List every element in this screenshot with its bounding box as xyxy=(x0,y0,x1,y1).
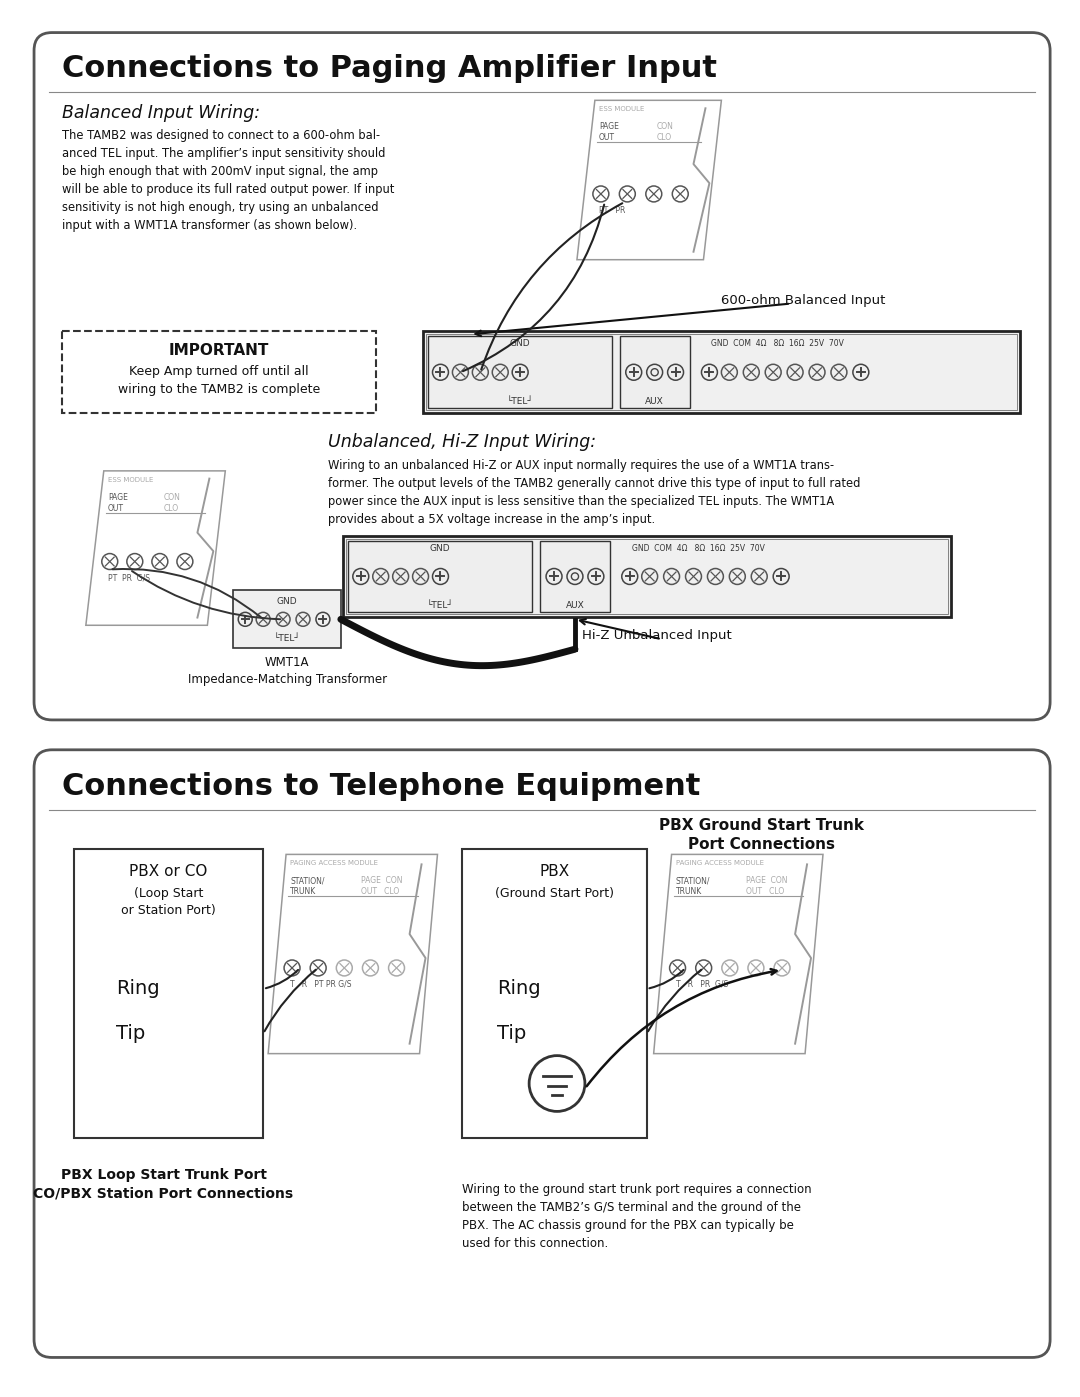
Text: PT  PR  G/S: PT PR G/S xyxy=(108,574,150,583)
Text: (Ground Start Port): (Ground Start Port) xyxy=(495,887,615,900)
Text: Tip: Tip xyxy=(116,1024,145,1042)
Bar xyxy=(342,535,950,617)
Text: T   R   PT PR G/S: T R PT PR G/S xyxy=(291,979,352,989)
Bar xyxy=(426,334,1017,411)
Polygon shape xyxy=(577,101,721,260)
Text: CON
CLO: CON CLO xyxy=(163,493,180,513)
Bar xyxy=(540,541,610,612)
Text: PAGING ACCESS MODULE: PAGING ACCESS MODULE xyxy=(676,861,764,866)
Bar xyxy=(73,849,264,1139)
Text: PAGE  CON
OUT   CLO: PAGE CON OUT CLO xyxy=(746,876,787,897)
Text: PAGING ACCESS MODULE: PAGING ACCESS MODULE xyxy=(291,861,378,866)
Text: └TEL┘: └TEL┘ xyxy=(427,601,454,610)
Text: Keep Amp turned off until all
wiring to the TAMB2 is complete: Keep Amp turned off until all wiring to … xyxy=(118,365,320,397)
Text: PBX or CO: PBX or CO xyxy=(130,865,207,879)
Text: Connections to Paging Amplifier Input: Connections to Paging Amplifier Input xyxy=(62,54,717,84)
Text: CON
CLO: CON CLO xyxy=(657,122,674,142)
Text: Ring: Ring xyxy=(116,979,160,997)
Text: Wiring to the ground start trunk port requires a connection
between the TAMB2’s : Wiring to the ground start trunk port re… xyxy=(462,1183,812,1250)
Bar xyxy=(422,331,1021,414)
Bar xyxy=(233,591,341,648)
Text: PAGE  CON
OUT   CLO: PAGE CON OUT CLO xyxy=(361,876,402,897)
Polygon shape xyxy=(268,855,437,1053)
Text: AUX: AUX xyxy=(645,397,664,407)
Text: ESS MODULE: ESS MODULE xyxy=(599,106,645,112)
Text: └TEL┘: └TEL┘ xyxy=(507,397,534,407)
Text: STATION/
TRUNK: STATION/ TRUNK xyxy=(291,876,325,897)
Text: PAGE
OUT: PAGE OUT xyxy=(599,122,619,142)
Text: Connections to Telephone Equipment: Connections to Telephone Equipment xyxy=(62,771,700,800)
Bar xyxy=(428,337,611,408)
Text: GND: GND xyxy=(510,339,530,348)
Text: Ring: Ring xyxy=(497,979,541,997)
Bar xyxy=(348,541,532,612)
Text: GND  COM  4Ω   8Ω  16Ω  25V  70V: GND COM 4Ω 8Ω 16Ω 25V 70V xyxy=(712,339,845,348)
Text: (Loop Start
or Station Port): (Loop Start or Station Port) xyxy=(121,887,216,918)
Text: T   R   PR  G/S: T R PR G/S xyxy=(676,979,728,989)
Text: PBX: PBX xyxy=(539,865,569,879)
Text: Hi-Z Unbalanced Input: Hi-Z Unbalanced Input xyxy=(582,629,731,643)
Text: PBX Ground Start Trunk
Port Connections: PBX Ground Start Trunk Port Connections xyxy=(659,817,864,852)
Bar xyxy=(620,337,689,408)
Text: IMPORTANT: IMPORTANT xyxy=(168,344,269,359)
Text: WMT1A
Impedance-Matching Transformer: WMT1A Impedance-Matching Transformer xyxy=(188,657,387,686)
Text: PBX Loop Start Trunk Port
CO/PBX Station Port Connections: PBX Loop Start Trunk Port CO/PBX Station… xyxy=(33,1168,294,1200)
Text: └TEL┘: └TEL┘ xyxy=(273,634,300,643)
Polygon shape xyxy=(85,471,226,626)
Text: GND: GND xyxy=(430,543,450,553)
Text: GND: GND xyxy=(276,598,297,606)
Bar xyxy=(346,539,947,615)
Text: PT   PR: PT PR xyxy=(599,205,625,215)
Text: PAGE
OUT: PAGE OUT xyxy=(108,493,127,513)
Bar xyxy=(62,331,376,414)
Text: AUX: AUX xyxy=(566,601,584,610)
Text: Unbalanced, Hi-Z Input Wiring:: Unbalanced, Hi-Z Input Wiring: xyxy=(328,433,596,451)
Text: Tip: Tip xyxy=(497,1024,527,1042)
Text: GND  COM  4Ω   8Ω  16Ω  25V  70V: GND COM 4Ω 8Ω 16Ω 25V 70V xyxy=(632,543,765,553)
Text: Wiring to an unbalanced Hi-Z or AUX input normally requires the use of a WMT1A t: Wiring to an unbalanced Hi-Z or AUX inpu… xyxy=(328,460,861,525)
Text: The TAMB2 was designed to connect to a 600-ohm bal-
anced TEL input. The amplifi: The TAMB2 was designed to connect to a 6… xyxy=(62,129,394,232)
Text: ESS MODULE: ESS MODULE xyxy=(108,476,153,483)
FancyBboxPatch shape xyxy=(35,750,1050,1358)
Polygon shape xyxy=(653,855,823,1053)
Text: STATION/
TRUNK: STATION/ TRUNK xyxy=(676,876,710,897)
FancyBboxPatch shape xyxy=(35,32,1050,719)
Bar xyxy=(462,849,647,1139)
Text: Balanced Input Wiring:: Balanced Input Wiring: xyxy=(62,105,260,123)
Text: 600-ohm Balanced Input: 600-ohm Balanced Input xyxy=(721,293,886,306)
